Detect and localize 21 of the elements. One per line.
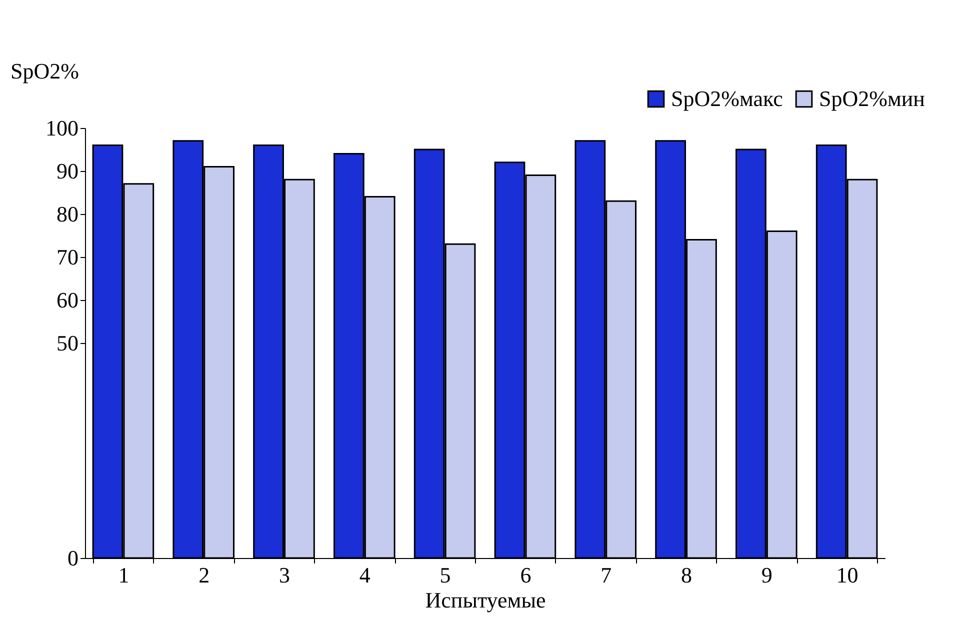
y-tick-label: 60: [56, 288, 78, 312]
legend-label: SpO2%макс: [671, 86, 784, 111]
x-tick-label: 4: [359, 562, 370, 588]
x-axis-title: Испытуемые: [425, 588, 546, 612]
x-tick-label: 5: [440, 562, 451, 588]
x-tick-label: 6: [520, 562, 532, 588]
x-tick-label: 7: [600, 562, 612, 588]
x-tick-label: 10: [836, 562, 858, 588]
x-tick-label: 3: [278, 562, 290, 588]
y-tick-label: 100: [46, 116, 78, 140]
x-tick-label: 1: [118, 562, 130, 588]
y-tick-label: 80: [56, 202, 78, 226]
x-tick-label: 2: [198, 562, 210, 588]
y-tick-label: 70: [56, 244, 78, 270]
y-tick-label: 50: [56, 330, 78, 356]
y-axis-title: SpO2%: [10, 58, 79, 84]
y-tick-label: 90: [56, 158, 78, 184]
x-tick-label: 9: [761, 562, 772, 588]
y-tick-label: 0: [68, 546, 78, 570]
legend-label: SpO2%мин: [819, 86, 926, 111]
x-tick-label: 8: [681, 562, 692, 588]
